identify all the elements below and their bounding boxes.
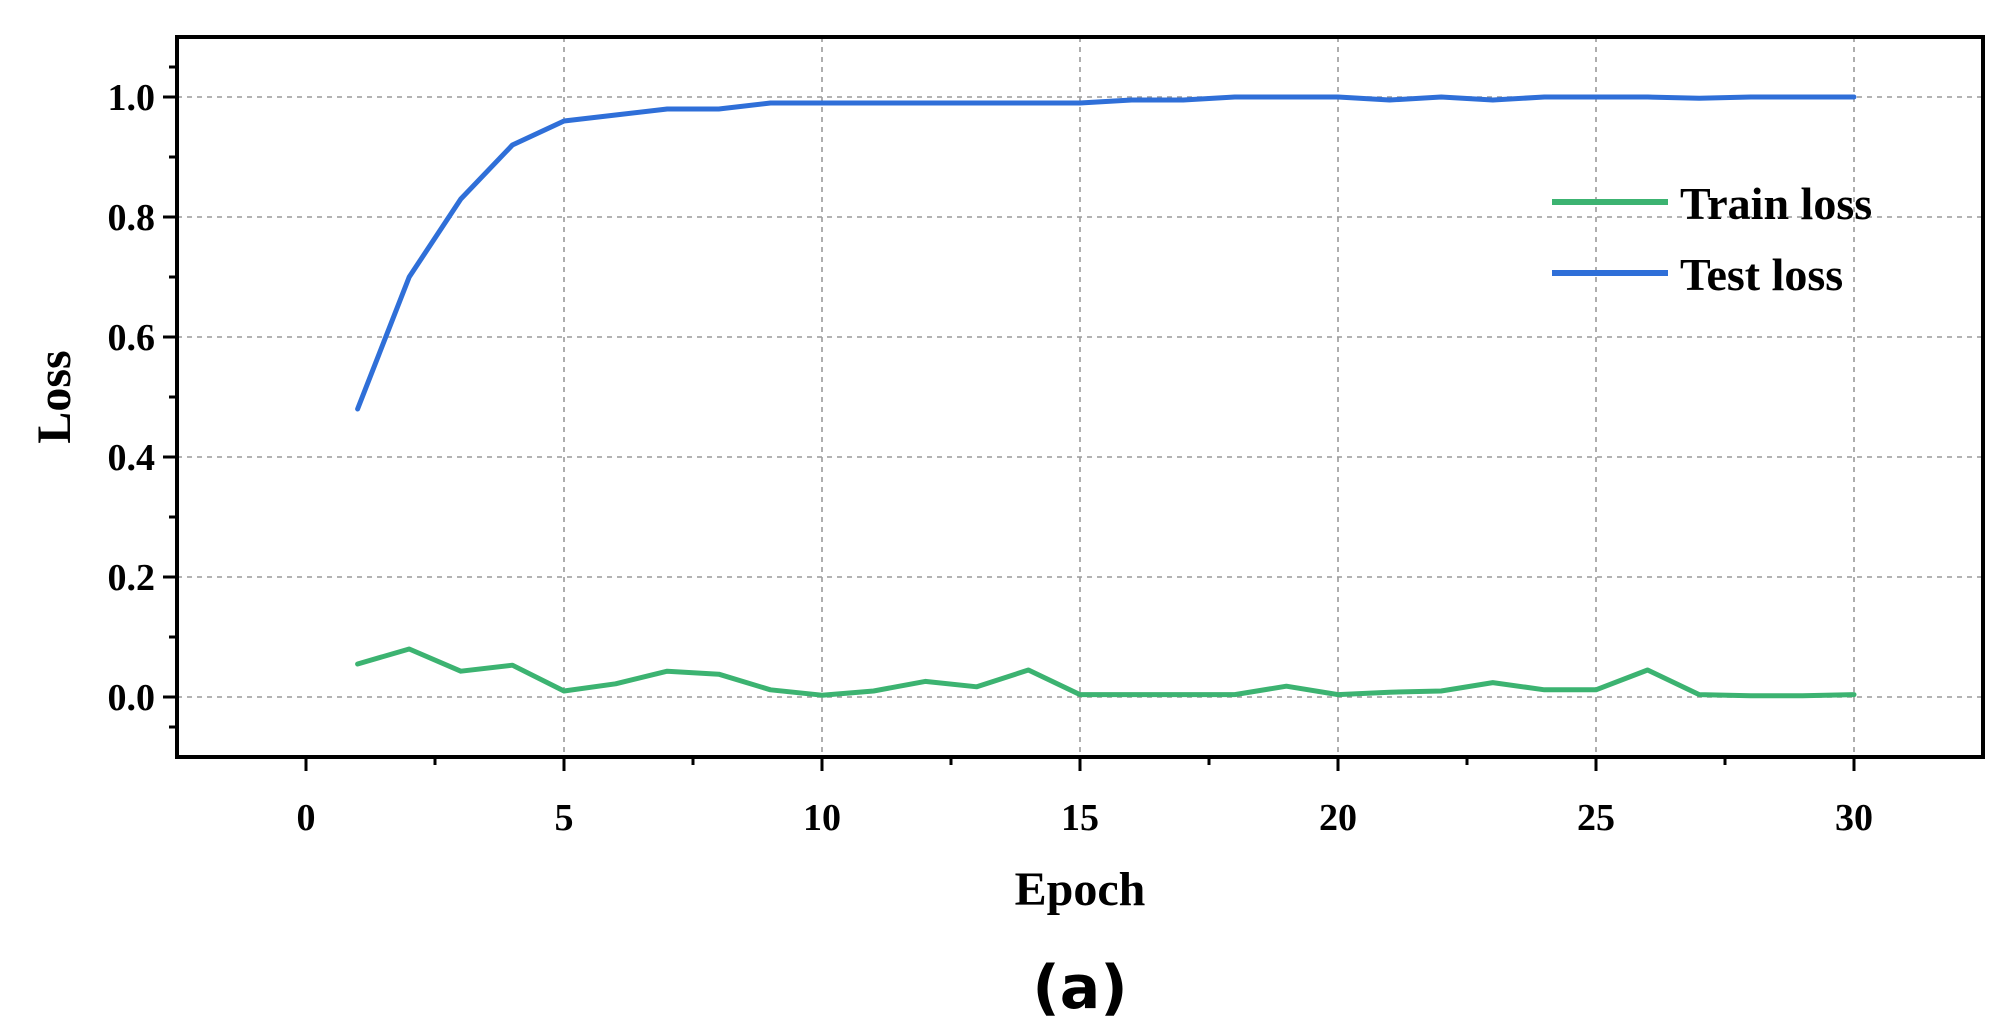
y-tick-label-1: 1.0 [108,77,156,119]
x-axis-title: Epoch [1015,863,1146,916]
y-tick-label-0.8: 0.8 [108,197,156,239]
legend: Train loss Test loss [1552,178,1872,300]
y-tick-label-0.2: 0.2 [108,557,156,599]
ticks-layer: 0 5 10 15 20 25 30 0.0 0.2 0.4 0.6 0.8 1.0 [108,65,1873,839]
series-layer [355,94,1857,699]
x-tick-label-25: 25 [1577,797,1615,839]
legend-label-train-loss: Train loss [1680,178,1872,229]
y-tick-label-0.6: 0.6 [108,317,156,359]
y-tick-label-0: 0.0 [108,677,156,719]
x-tick-label-30: 30 [1835,797,1873,839]
x-tick-label-5: 5 [555,797,574,839]
y-axis-title: Loss [28,350,81,443]
x-tick-label-0: 0 [297,797,316,839]
series-line-train-loss [355,646,1857,699]
x-tick-label-15: 15 [1061,797,1099,839]
grid-layer [177,37,1983,757]
series-line-test-loss [355,94,1857,412]
x-tick-label-20: 20 [1319,797,1357,839]
x-tick-label-10: 10 [803,797,841,839]
y-tick-label-0.4: 0.4 [108,437,156,479]
panel-label: (a) [1032,953,1127,1023]
legend-label-test-loss: Test loss [1680,249,1843,300]
